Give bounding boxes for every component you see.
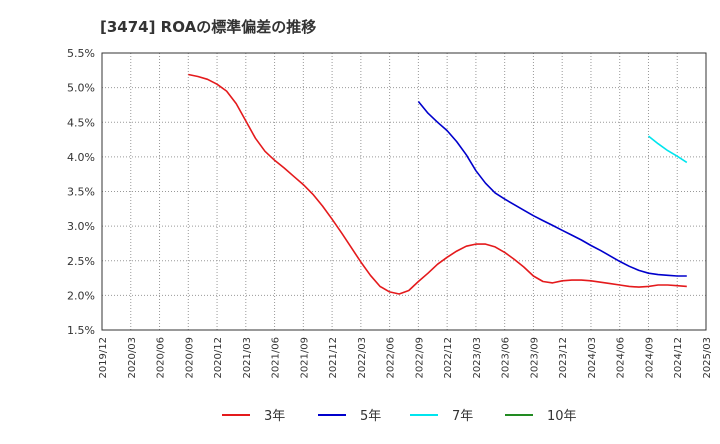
- x-tick-label: 2022/12: [443, 337, 454, 379]
- x-tick-label: 2022/09: [414, 337, 425, 379]
- x-tick-label: 2021/03: [242, 337, 253, 379]
- legend-label-7年: 7年: [452, 409, 473, 424]
- x-tick-label: 2024/12: [673, 337, 684, 379]
- legend-label-3年: 3年: [264, 409, 285, 424]
- series-line-7年: [648, 135, 688, 164]
- x-tick-label: 2023/09: [529, 337, 540, 379]
- y-tick-label: 1.5%: [67, 324, 95, 337]
- y-tick-label: 4.0%: [67, 151, 95, 164]
- series-line-3年: [188, 73, 687, 295]
- x-tick-label: 2022/03: [357, 337, 368, 379]
- legend-label-10年: 10年: [547, 409, 577, 424]
- y-tick-label: 3.0%: [67, 220, 95, 233]
- y-tick-label: 5.5%: [67, 47, 95, 60]
- x-tick-label: 2021/09: [299, 337, 310, 379]
- x-tick-label: 2022/06: [386, 337, 397, 379]
- y-tick-label: 2.5%: [67, 255, 95, 268]
- legend-label-5年: 5年: [360, 409, 381, 424]
- x-tick-label: 2019/12: [98, 337, 109, 379]
- x-tick-label: 2020/03: [127, 337, 138, 379]
- y-tick-label: 5.0%: [67, 82, 95, 95]
- x-tick-label: 2024/03: [587, 337, 598, 379]
- y-tick-label: 4.5%: [67, 116, 95, 129]
- plot-border: [101, 52, 707, 331]
- x-tick-label: 2023/12: [558, 337, 569, 379]
- x-tick-label: 2024/09: [644, 337, 655, 379]
- x-tick-label: 2020/06: [156, 337, 167, 379]
- x-tick-label: 2025/03: [702, 337, 713, 379]
- y-tick-label: 3.5%: [67, 186, 95, 199]
- plot-area: [102, 53, 706, 330]
- series-line-5年: [417, 100, 687, 277]
- x-tick-label: 2020/09: [184, 337, 195, 379]
- x-tick-label: 2021/12: [328, 337, 339, 379]
- x-tick-label: 2023/03: [472, 337, 483, 379]
- y-tick-label: 2.0%: [67, 289, 95, 302]
- x-tick-label: 2024/06: [616, 337, 627, 379]
- x-tick-label: 2021/06: [271, 337, 282, 379]
- x-tick-label: 2023/06: [501, 337, 512, 379]
- chart-title: [3474] ROAの標準偏差の推移: [100, 18, 317, 36]
- x-tick-label: 2020/12: [213, 337, 224, 379]
